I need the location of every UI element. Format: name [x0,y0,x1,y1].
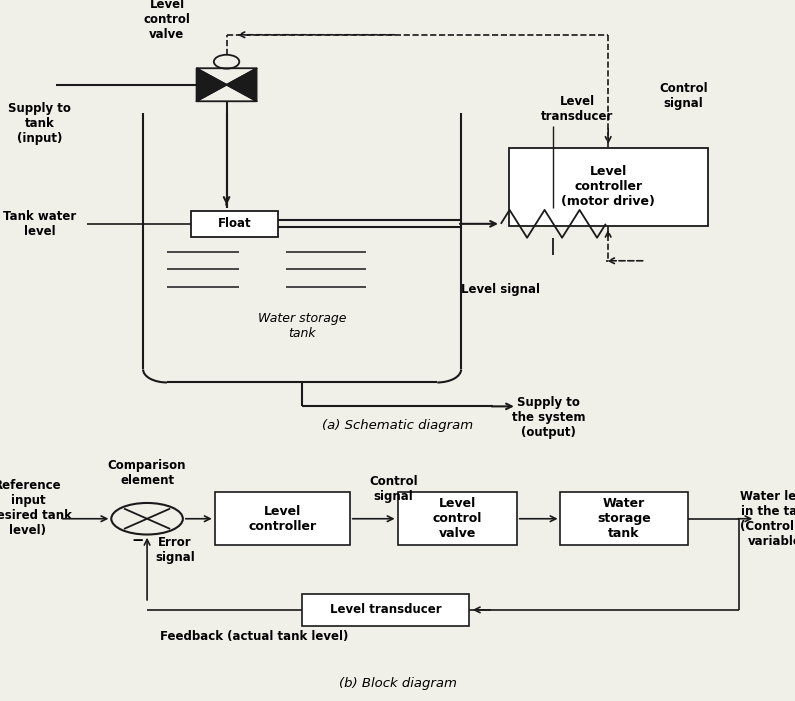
Text: Level
controller
(motor drive): Level controller (motor drive) [561,165,655,208]
Bar [215,492,350,545]
Text: Level
transducer: Level transducer [541,95,614,123]
Text: Comparison
element: Comparison element [108,459,186,487]
Text: Level transducer: Level transducer [330,604,441,616]
Text: Water
storage
tank: Water storage tank [597,497,651,540]
Text: (a) Schematic diagram: (a) Schematic diagram [322,419,473,433]
Text: Water level
in the tank
(Controlled
variable): Water level in the tank (Controlled vari… [739,490,795,547]
Text: Level signal: Level signal [461,283,540,296]
Text: (b) Block diagram: (b) Block diagram [339,677,456,690]
Text: Control
signal: Control signal [369,475,418,503]
Text: Level
control
valve: Level control valve [144,0,190,41]
Text: Level
controller: Level controller [248,505,316,533]
Text: Reference
input
(desired tank
level): Reference input (desired tank level) [0,479,72,537]
Text: Control
signal: Control signal [659,81,708,109]
Text: Error
signal: Error signal [155,536,195,564]
Text: Tank water
level: Tank water level [3,210,76,238]
Text: −: − [131,533,144,548]
Text: Supply to
tank
(input): Supply to tank (input) [8,102,72,145]
Bar [302,594,469,625]
Text: Level
control
valve: Level control valve [432,497,482,540]
Polygon shape [227,68,257,101]
Polygon shape [196,68,227,101]
Text: Supply to
the system
(output): Supply to the system (output) [512,396,585,439]
Bar [191,211,278,237]
Bar [398,492,517,545]
Bar [509,148,708,226]
Text: Water storage
tank: Water storage tank [258,312,347,340]
Text: Float: Float [218,217,251,231]
Text: Feedback (actual tank level): Feedback (actual tank level) [161,629,348,643]
Bar [560,492,688,545]
